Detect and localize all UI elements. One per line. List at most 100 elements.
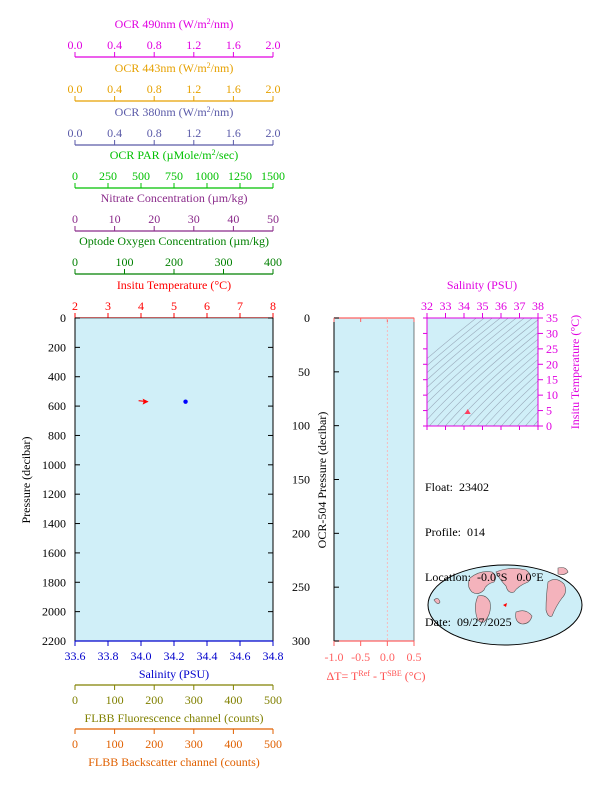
ocr443-tick-label: 1.2 — [186, 82, 201, 96]
pressure-tick-label: 600 — [48, 399, 66, 413]
ts-xtick-label: 36 — [495, 299, 507, 313]
land-mass — [495, 568, 531, 593]
temp-tick-label: 8 — [270, 299, 276, 313]
ocr504-ytick-label: 250 — [292, 580, 310, 594]
ocrpar-tick-label: 1500 — [261, 169, 285, 183]
float-id: Float: 23402 — [425, 480, 490, 494]
ts-xtick-label: 37 — [514, 299, 526, 313]
pressure-tick-label: 1600 — [42, 546, 66, 560]
ocr504-ytick-label: 0 — [304, 311, 310, 325]
ts-ytick-label: 25 — [546, 342, 558, 356]
density-contour-lines — [427, 318, 538, 426]
backscatter-tick-label: 100 — [106, 737, 124, 751]
ocr490-axis: 0.0 0.4 0.8 1.2 1.6 2.0 OCR 490nm (W/m2/nm) — [68, 17, 281, 58]
ocr504-plot-area — [333, 317, 415, 642]
ts-point — [464, 409, 471, 415]
backscatter-tick-label: 500 — [264, 737, 282, 751]
nitrate-tick-label: 0 — [72, 212, 78, 226]
nitrate-axis: 0 10 20 30 40 50 Nitrate Concentration (µm/kg) — [72, 191, 279, 232]
density-contour — [427, 319, 538, 421]
density-contour — [427, 318, 501, 381]
temp-tick-label: 2 — [72, 299, 78, 313]
oxygen-axis-title: Optode Oxygen Concentration (µm/kg) — [79, 234, 269, 248]
ocr490-tick-label: 1.2 — [186, 38, 201, 52]
density-contour — [468, 359, 538, 426]
ts-points — [464, 409, 471, 415]
oxygen-tick-label: 400 — [264, 255, 282, 269]
ts-ytick-label: 10 — [546, 388, 558, 402]
nitrate-tick-label: 20 — [148, 212, 160, 226]
oxygen-tick-label: 0 — [72, 255, 78, 269]
fluor-axis-title: FLBB Fluorescence channel (counts) — [85, 711, 264, 725]
density-contour — [492, 380, 538, 426]
ocr443-axis: 0.0 0.4 0.8 1.2 1.6 2.0 OCR 443nm (W/m2/nm) — [68, 61, 281, 102]
ocr443-tick-label: 2.0 — [266, 82, 281, 96]
nitrate-tick-label: 40 — [227, 212, 239, 226]
ts-plot-area — [426, 317, 539, 427]
pressure-tick-label: 1200 — [42, 487, 66, 501]
density-contour — [427, 318, 525, 404]
ocr504-ytick-label: 300 — [292, 634, 310, 648]
pressure-tick-label: 200 — [48, 340, 66, 354]
ts-ytick-label: 30 — [546, 326, 558, 340]
float-info: Float: 23402 Profile: 014 Location: -0.0… — [425, 450, 544, 645]
ocr490-tick-label: 1.6 — [226, 38, 241, 52]
ts-xtick-label: 33 — [440, 299, 452, 313]
ts-ytick-label: 15 — [546, 373, 558, 387]
location: Location: -0.0°S 0.0°E — [425, 570, 544, 584]
salinity-tick-label: 34.4 — [197, 649, 218, 663]
ocr380-axis: 0.0 0.4 0.8 1.2 1.6 2.0 OCR 380nm (W/m2/nm) — [68, 105, 281, 146]
nitrate-tick-label: 50 — [267, 212, 279, 226]
density-contour — [436, 332, 538, 426]
land-mass — [545, 579, 566, 617]
land-mass — [557, 567, 569, 575]
pressure-tick-label: 400 — [48, 370, 66, 384]
ocr504-xtick-label: 0.0 — [380, 650, 395, 664]
salinity-tick-label: 34.6 — [230, 649, 251, 663]
ocr504-xtick-label: -1.0 — [325, 650, 344, 664]
oxygen-axis: 0 100 200 300 400 Optode Oxygen Concentration… — [72, 234, 282, 275]
main-plot-area — [74, 317, 274, 642]
ocr504-xtick-label: -0.5 — [351, 650, 370, 664]
density-contour — [524, 411, 538, 426]
salinity-axis-title: Salinity (PSU) — [139, 667, 209, 681]
pressure-tick-label: 2000 — [42, 605, 66, 619]
temp-tick-label: 3 — [105, 299, 111, 313]
profile-number: Profile: 014 — [425, 525, 485, 539]
ts-ytick-label: 20 — [546, 357, 558, 371]
ocr380-tick-label: 1.6 — [226, 126, 241, 140]
salinity-tick-label: 33.6 — [65, 649, 86, 663]
density-contour — [427, 318, 493, 374]
temp-tick-label: 4 — [138, 299, 144, 313]
ocrpar-tick-label: 0 — [72, 169, 78, 183]
density-contours — [427, 318, 538, 426]
density-contour — [427, 318, 517, 396]
ts-xtick-label: 32 — [421, 299, 433, 313]
salinity-tick-label: 34.2 — [164, 649, 185, 663]
ts-xtick-label: 35 — [477, 299, 489, 313]
nitrate-axis-title: Nitrate Concentration (µm/kg) — [101, 191, 248, 205]
land-mass — [515, 610, 533, 625]
ocr380-axis-title: OCR 380nm (W/m2/nm) — [115, 105, 234, 120]
ts-ytick-label: 5 — [546, 404, 552, 418]
pressure-tick-label: 2200 — [42, 634, 66, 648]
ocr504-ytick-label: 150 — [292, 473, 310, 487]
temp-tick-label: 7 — [237, 299, 243, 313]
temperature-point — [142, 398, 149, 405]
density-contour — [532, 420, 538, 426]
ocr443-tick-label: 0.8 — [147, 82, 162, 96]
density-contour — [500, 387, 538, 426]
ocr380-tick-label: 0.4 — [107, 126, 122, 140]
salinity-tick-label: 33.8 — [98, 649, 119, 663]
land-mass — [468, 571, 496, 594]
salinity-tick-label: 34.8 — [263, 649, 284, 663]
ocr443-tick-label: 0.4 — [107, 82, 122, 96]
ocr490-tick-label: 0.0 — [68, 38, 83, 52]
ocr504-pressure-label: OCR-504 Pressure (decibar) — [315, 412, 329, 549]
map-land — [433, 567, 569, 625]
ocr490-tick-label: 2.0 — [266, 38, 281, 52]
density-contour — [516, 403, 538, 426]
